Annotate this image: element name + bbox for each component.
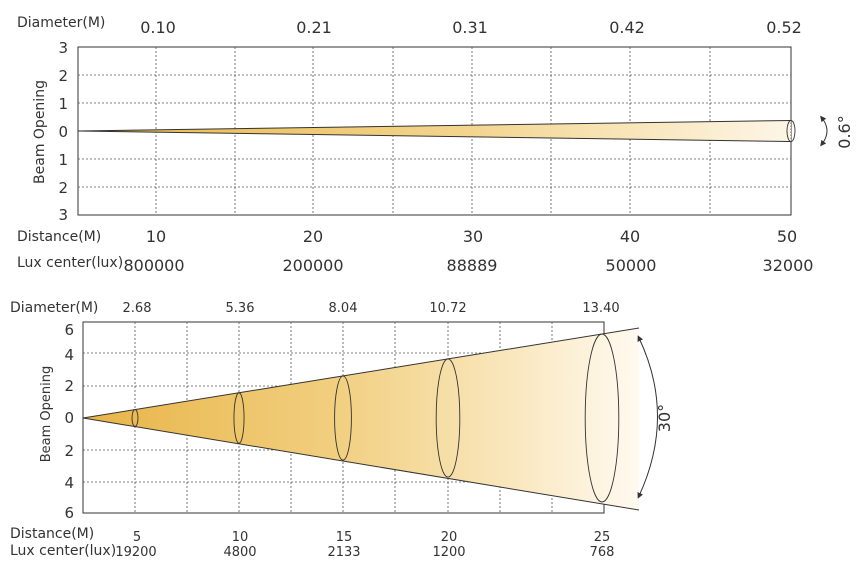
lux-value: 800000 [123,256,184,275]
y-tick: 2 [64,377,74,395]
lux-value: 200000 [282,256,343,275]
distance-value: 20 [441,530,458,545]
distance-value: 30 [463,227,483,246]
y-tick: 4 [64,346,74,364]
y-tick: 2 [58,67,68,85]
y-tick: 1 [58,151,68,169]
angle-arc [820,115,828,147]
distance-label: Distance(M) [10,526,94,542]
diameter-label: Diameter(M) [17,15,105,31]
lux-values: 800000 200000 88889 50000 32000 [123,256,813,275]
y-ticks: 3 2 1 0 1 2 3 [58,39,68,224]
lux-label: Lux center(lux) [17,255,123,271]
distance-value: 50 [777,227,797,246]
beam-cross-section [131,409,139,427]
y-tick: 2 [64,442,74,460]
distance-value: 10 [232,530,249,545]
distance-value: 40 [620,227,640,246]
y-tick: 4 [64,474,74,492]
y-axis-label: Beam Opening [32,80,48,184]
diameter-values: 2.68 5.36 8.04 10.72 13.40 [123,301,620,316]
beam [82,327,640,511]
lux-value: 4800 [223,545,256,560]
diameter-value: 0.31 [452,18,488,37]
diameter-value: 0.52 [766,18,802,37]
y-axis-label: Beam Opening [39,366,54,463]
angle-label: 0.6° [835,115,854,148]
y-tick: 3 [58,39,68,57]
distance-value: 5 [133,530,141,545]
lux-label: Lux center(lux) [10,543,116,559]
diameter-values: 0.10 0.21 0.31 0.42 0.52 [140,18,802,37]
y-tick: 2 [58,179,68,197]
lux-values: 19200 4800 2133 1200 768 [115,545,614,560]
diameter-value: 5.36 [226,301,255,316]
y-tick: 3 [58,206,68,224]
beam [77,120,796,142]
lux-value: 1200 [432,545,465,560]
angle-label: 30° [655,404,674,432]
distance-value: 20 [303,227,323,246]
beam-edge [77,130,792,142]
y-tick: 6 [64,321,74,339]
beam-cross-section [786,120,796,142]
beam-cross-section [435,358,461,478]
lux-value: 32000 [763,256,814,275]
diameter-value: 2.68 [123,301,152,316]
distance-label: Distance(M) [17,229,101,245]
diameter-value: 8.04 [329,301,358,316]
y-ticks: 6 4 2 0 2 4 6 [64,321,74,522]
beam-cross-section [584,333,620,503]
diameter-value: 0.10 [140,18,176,37]
y-tick: 6 [64,504,74,522]
beam-edge [82,327,640,419]
lux-value: 2133 [327,545,360,560]
diameter-value: 10.72 [429,301,466,316]
beam-cross-section [233,392,245,444]
distance-value: 10 [146,227,166,246]
beam-cone [78,120,791,142]
beam-edge [77,120,792,132]
diameter-label: Diameter(M) [10,300,98,316]
chart-1: Diameter(M) Distance(M) Lux center(lux) … [17,15,854,275]
lux-value: 19200 [115,545,156,560]
diameter-value: 13.40 [582,301,619,316]
lux-value: 50000 [606,256,657,275]
distance-values: 10 20 30 40 50 [146,227,797,246]
diameter-value: 0.21 [296,18,332,37]
distance-value: 15 [336,530,353,545]
distance-value: 25 [594,530,611,545]
beam-edge [82,417,640,511]
chart-2: Diameter(M) Distance(M) Lux center(lux) … [10,300,674,560]
lux-value: 768 [590,545,615,560]
distance-values: 5 10 15 20 25 [133,530,610,545]
y-tick: 0 [58,123,68,141]
y-tick: 0 [64,409,74,427]
diameter-value: 0.42 [609,18,645,37]
lux-value: 88889 [447,256,498,275]
beam-cone [83,328,639,510]
angle-arc [637,335,658,499]
y-tick: 1 [58,95,68,113]
beam-cross-section [334,375,352,461]
